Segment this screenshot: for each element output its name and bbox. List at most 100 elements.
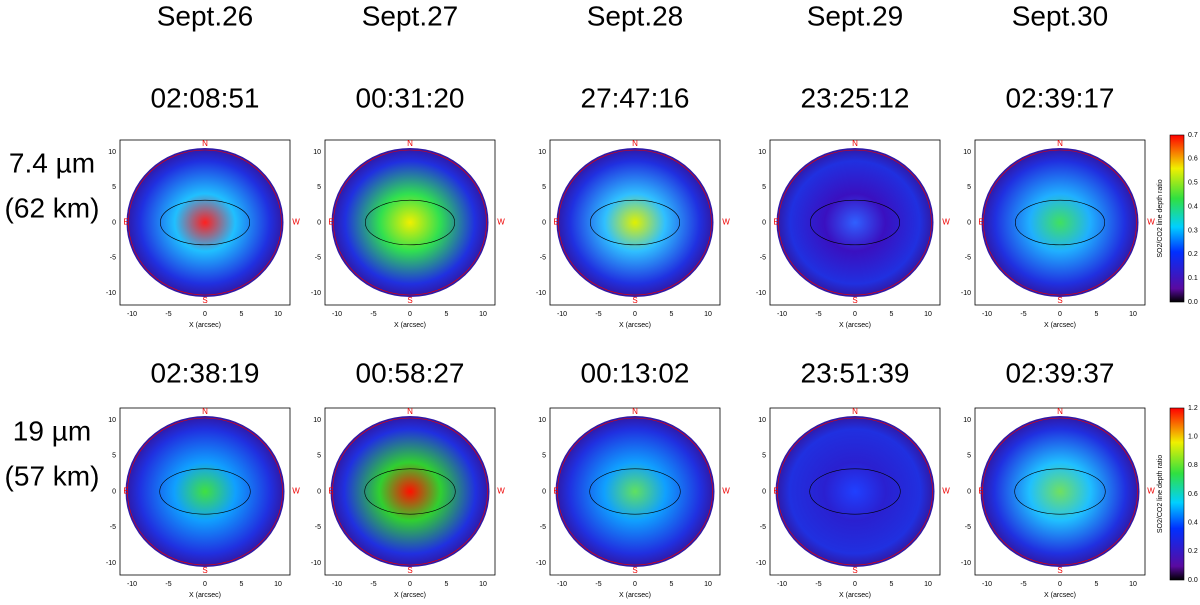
contour bbox=[364, 468, 456, 515]
y-tick-label: 5 bbox=[542, 453, 546, 460]
y-tick-label: 0 bbox=[542, 219, 546, 226]
x-tick-label: 0 bbox=[853, 581, 857, 588]
x-tick-label: 0 bbox=[203, 311, 207, 318]
x-axis-label: X (arcsec) bbox=[839, 592, 871, 599]
y-tick-label: -10 bbox=[961, 560, 971, 567]
map-disc bbox=[330, 416, 490, 567]
compass-s: S bbox=[1057, 566, 1062, 575]
y-tick-label: -5 bbox=[315, 524, 321, 531]
compass-w: W bbox=[497, 218, 505, 227]
y-tick-label: -5 bbox=[540, 255, 546, 262]
compass-e: E bbox=[328, 487, 333, 496]
x-tick-label: 10 bbox=[704, 311, 712, 318]
x-axis-label: X (arcsec) bbox=[189, 322, 221, 329]
date-label: Sept.27 bbox=[362, 0, 459, 31]
map-disc bbox=[126, 148, 284, 297]
map-disc bbox=[331, 148, 489, 297]
map-disc bbox=[556, 148, 714, 297]
x-tick-label: 10 bbox=[704, 581, 712, 588]
compass-n: N bbox=[407, 407, 413, 416]
y-tick-label: -5 bbox=[110, 255, 116, 262]
y-tick-label: 10 bbox=[963, 417, 971, 424]
compass-n: N bbox=[632, 407, 638, 416]
compass-e: E bbox=[553, 218, 558, 227]
x-tick-label: 10 bbox=[479, 311, 487, 318]
time-label: 02:08:51 bbox=[151, 82, 260, 113]
x-tick-label: 5 bbox=[1095, 581, 1099, 588]
map-disc bbox=[981, 148, 1139, 297]
y-tick-label: 0 bbox=[112, 488, 116, 495]
x-tick-label: -5 bbox=[595, 581, 601, 588]
contour bbox=[1014, 199, 1105, 246]
y-tick-label: 10 bbox=[108, 149, 116, 156]
colorbar-tick-label: 0.1 bbox=[1188, 275, 1198, 282]
x-tick-label: -10 bbox=[777, 311, 787, 318]
time-label: 23:51:39 bbox=[801, 357, 910, 388]
colorbar-tick-label: 1.2 bbox=[1188, 405, 1198, 412]
compass-n: N bbox=[202, 139, 208, 148]
x-tick-label: -10 bbox=[557, 581, 567, 588]
time-label: 02:39:17 bbox=[1006, 82, 1115, 113]
y-tick-label: -5 bbox=[965, 524, 971, 531]
compass-w: W bbox=[292, 487, 300, 496]
x-tick-label: 5 bbox=[1095, 311, 1099, 318]
y-tick-label: -10 bbox=[536, 560, 546, 567]
y-tick-label: 5 bbox=[967, 184, 971, 191]
contour bbox=[160, 199, 251, 246]
limb bbox=[983, 149, 1137, 296]
compass-e: E bbox=[123, 487, 128, 496]
y-tick-label: 0 bbox=[317, 219, 321, 226]
date-label: Sept.26 bbox=[157, 0, 254, 31]
y-tick-label: -5 bbox=[315, 255, 321, 262]
map-disc bbox=[125, 416, 285, 567]
contour bbox=[589, 468, 681, 515]
y-tick-label: -10 bbox=[961, 290, 971, 297]
colorbar-tick-label: 0.4 bbox=[1188, 203, 1198, 210]
y-tick-label: -5 bbox=[110, 524, 116, 531]
x-tick-label: -5 bbox=[370, 311, 376, 318]
limb bbox=[127, 417, 283, 566]
time-label: 23:25:12 bbox=[801, 82, 910, 113]
compass-e: E bbox=[978, 218, 983, 227]
y-tick-label: 5 bbox=[967, 453, 971, 460]
x-tick-label: 5 bbox=[890, 581, 894, 588]
compass-s: S bbox=[407, 566, 412, 575]
y-tick-label: 0 bbox=[967, 488, 971, 495]
compass-s: S bbox=[1057, 296, 1062, 305]
compass-w: W bbox=[497, 487, 505, 496]
time-label: 00:31:20 bbox=[356, 82, 465, 113]
y-tick-label: 5 bbox=[317, 184, 321, 191]
y-tick-label: -5 bbox=[540, 524, 546, 531]
x-tick-label: 5 bbox=[240, 581, 244, 588]
colorbar-title: SO2/CO2 line depth ratio bbox=[1157, 179, 1164, 257]
colorbar bbox=[1169, 134, 1185, 303]
colorbar-tick-label: 0.2 bbox=[1188, 548, 1198, 555]
y-tick-label: 10 bbox=[313, 149, 321, 156]
x-tick-label: -10 bbox=[982, 581, 992, 588]
x-tick-label: 0 bbox=[633, 581, 637, 588]
x-tick-label: -5 bbox=[165, 311, 171, 318]
compass-e: E bbox=[328, 218, 333, 227]
x-tick-label: 10 bbox=[1129, 581, 1137, 588]
x-tick-label: 5 bbox=[445, 581, 449, 588]
y-tick-label: -10 bbox=[311, 290, 321, 297]
x-tick-label: 10 bbox=[1129, 311, 1137, 318]
compass-s: S bbox=[852, 296, 857, 305]
x-tick-label: -5 bbox=[1020, 581, 1026, 588]
y-tick-label: 5 bbox=[762, 453, 766, 460]
row-label: 7.4 µm bbox=[9, 147, 95, 178]
y-tick-label: 0 bbox=[317, 488, 321, 495]
x-tick-label: -10 bbox=[127, 581, 137, 588]
time-label: 02:39:37 bbox=[1006, 357, 1115, 388]
y-tick-label: 10 bbox=[758, 417, 766, 424]
x-tick-label: -5 bbox=[815, 311, 821, 318]
colorbar bbox=[1169, 407, 1185, 581]
limb bbox=[332, 417, 488, 566]
compass-s: S bbox=[852, 566, 857, 575]
limb bbox=[333, 149, 487, 296]
x-tick-label: 5 bbox=[670, 581, 674, 588]
date-label: Sept.29 bbox=[807, 0, 904, 31]
x-tick-label: 5 bbox=[240, 311, 244, 318]
colorbar-tick-label: 0.4 bbox=[1188, 520, 1198, 527]
colorbar-tick-label: 0.0 bbox=[1188, 299, 1198, 306]
